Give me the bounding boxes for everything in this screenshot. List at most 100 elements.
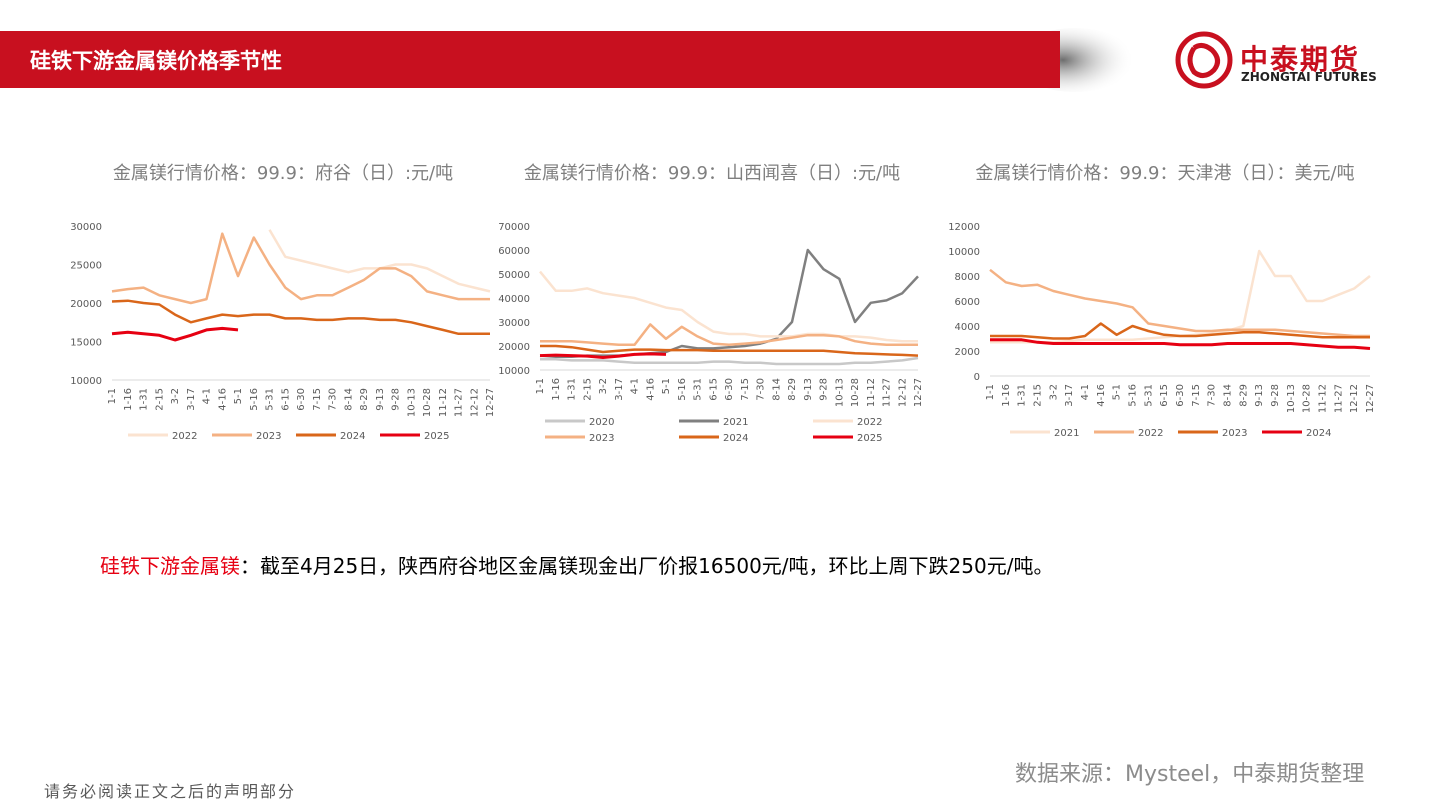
x-tick-label: 2-15 <box>154 388 165 411</box>
y-tick-label: 30000 <box>498 318 530 329</box>
x-tick-label: 4-16 <box>217 388 228 411</box>
x-tick-label: 6-30 <box>724 378 735 401</box>
header-title: 硅铁下游金属镁价格季节性 <box>30 49 282 73</box>
y-tick-label: 10000 <box>70 376 102 387</box>
x-tick-label: 9-13 <box>803 378 814 401</box>
x-tick-label: 8-29 <box>787 378 798 401</box>
logo <box>1175 31 1233 89</box>
chart-title: 金属镁行情价格：99.9：府谷（日）:元/吨 <box>112 163 454 184</box>
x-tick-label: 6-15 <box>280 388 291 411</box>
x-tick-label: 10-28 <box>422 388 433 417</box>
y-tick-label: 8000 <box>955 272 980 283</box>
x-tick-label: 3-17 <box>1064 384 1075 407</box>
y-tick-label: 25000 <box>70 261 102 272</box>
x-tick-label: 12-12 <box>1349 384 1360 413</box>
series-line <box>111 232 490 305</box>
legend-label: 2023 <box>1222 428 1247 439</box>
x-tick-label: 4-16 <box>1096 384 1107 407</box>
summary-text: ：截至4月25日，陕西府谷地区金属镁现金出厂价报16500元/吨，环比上周下跌2… <box>240 554 1054 578</box>
x-tick-label: 11-27 <box>454 388 465 417</box>
x-tick-label: 6-30 <box>1175 384 1186 407</box>
x-tick-label: 4-1 <box>1080 384 1091 400</box>
x-tick-label: 9-13 <box>375 388 386 411</box>
x-tick-label: 5-31 <box>265 388 276 411</box>
x-tick-label: 10-13 <box>834 378 845 407</box>
x-tick-label: 5-31 <box>693 378 704 401</box>
x-tick-label: 8-14 <box>1223 384 1234 407</box>
x-tick-label: 2-15 <box>582 378 593 401</box>
series-line <box>540 323 918 347</box>
x-tick-label: 6-15 <box>708 378 719 401</box>
x-tick-label: 6-15 <box>1159 384 1170 407</box>
x-tick-label: 5-16 <box>677 378 688 401</box>
series-line <box>540 356 919 366</box>
x-tick-label: 1-1 <box>535 378 546 394</box>
x-tick-label: 1-1 <box>107 388 118 404</box>
x-tick-label: 5-16 <box>1128 384 1139 407</box>
x-tick-label: 7-15 <box>1191 384 1202 407</box>
series-line <box>540 344 919 357</box>
y-tick-label: 12000 <box>948 222 980 233</box>
x-tick-label: 5-31 <box>1143 384 1154 407</box>
x-tick-label: 8-14 <box>343 388 354 411</box>
x-tick-label: 9-28 <box>819 378 830 401</box>
chart-title: 金属镁行情价格：99.9：天津港（日）：美元/吨 <box>975 163 1355 184</box>
legend-label: 2020 <box>589 417 614 428</box>
x-tick-label: 1-16 <box>1001 384 1012 407</box>
y-tick-label: 40000 <box>498 294 530 305</box>
legend-label: 2021 <box>723 417 748 428</box>
y-tick-label: 50000 <box>498 270 530 281</box>
x-tick-label: 3-17 <box>614 378 625 401</box>
x-tick-label: 1-16 <box>551 378 562 401</box>
x-tick-label: 5-1 <box>233 388 244 404</box>
legend-label: 2024 <box>1306 428 1331 439</box>
footer: 请务必阅读正文之后的声明部分 <box>44 782 297 801</box>
legend-label: 2023 <box>256 431 281 442</box>
x-tick-label: 10-13 <box>406 388 417 417</box>
y-tick-label: 20000 <box>498 342 530 353</box>
chart-title: 金属镁行情价格：99.9：山西闻喜（日）:元/吨 <box>523 163 901 184</box>
x-tick-label: 3-2 <box>1048 384 1059 400</box>
legend-label: 2022 <box>1138 428 1163 439</box>
y-tick-label: 10000 <box>498 366 530 377</box>
x-tick-label: 5-1 <box>1112 384 1123 400</box>
summary-label: 硅铁下游金属镁 <box>100 554 240 578</box>
x-tick-label: 3-17 <box>186 388 197 411</box>
x-tick-label: 11-12 <box>438 388 449 417</box>
series-line <box>990 322 1370 340</box>
x-tick-label: 3-2 <box>598 378 609 394</box>
x-tick-label: 7-15 <box>740 378 751 401</box>
series-line <box>268 229 491 293</box>
x-tick-label: 10-28 <box>850 378 861 407</box>
x-tick-label: 6-30 <box>296 388 307 411</box>
x-tick-label: 12-27 <box>913 378 924 407</box>
series-line <box>539 352 667 359</box>
x-tick-label: 1-31 <box>139 388 150 411</box>
y-tick-label: 15000 <box>70 338 102 349</box>
x-tick-label: 8-14 <box>771 378 782 401</box>
x-tick-label: 3-2 <box>170 388 181 404</box>
legend-label: 2024 <box>723 433 748 444</box>
legend-label: 2022 <box>857 417 882 428</box>
logo-en: ZHONGTAI FUTURES <box>1241 70 1377 84</box>
x-tick-label: 12-27 <box>485 388 496 417</box>
legend-label: 2024 <box>340 431 365 442</box>
x-tick-label: 8-29 <box>359 388 370 411</box>
x-tick-label: 8-29 <box>1238 384 1249 407</box>
x-tick-label: 5-16 <box>249 388 260 411</box>
y-tick-label: 2000 <box>955 347 980 358</box>
x-tick-label: 11-12 <box>866 378 877 407</box>
logo-cn: 中泰期货 <box>1240 43 1361 76</box>
y-tick-label: 30000 <box>70 222 102 233</box>
x-tick-label: 9-13 <box>1254 384 1265 407</box>
series-line <box>111 326 239 342</box>
x-tick-label: 7-30 <box>756 378 767 401</box>
source: 数据来源：Mysteel，中泰期货整理 <box>1015 762 1365 787</box>
x-tick-label: 7-30 <box>1207 384 1218 407</box>
x-tick-label: 11-27 <box>1333 384 1344 413</box>
series-line <box>989 268 1370 338</box>
x-tick-label: 7-15 <box>312 388 323 411</box>
y-tick-label: 70000 <box>498 222 530 233</box>
